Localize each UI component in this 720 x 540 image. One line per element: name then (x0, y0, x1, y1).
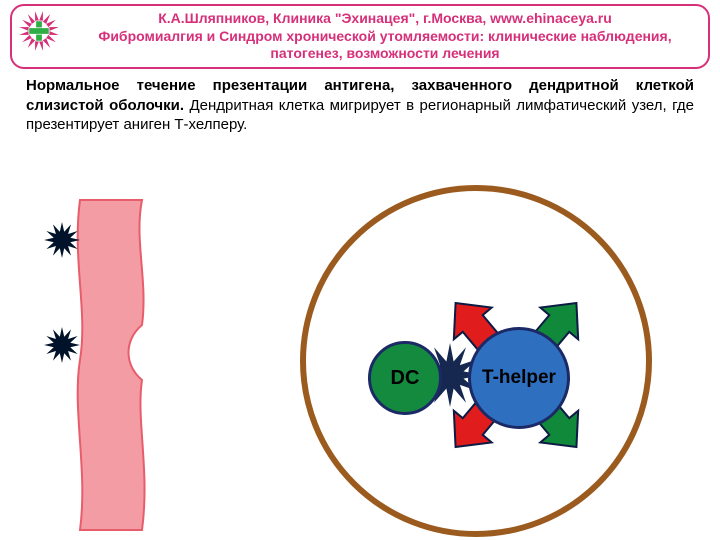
diagram-area: DC T-helper (0, 170, 720, 540)
t-helper-cell: T-helper (468, 327, 570, 429)
header-box: К.А.Шляпников, Клиника "Эхинацея", г.Мос… (10, 4, 710, 69)
logo-echinacea (16, 8, 62, 54)
dc-label: DC (391, 367, 420, 390)
dc-antigen-burst (0, 170, 720, 540)
dendritic-cell: DC (368, 341, 442, 415)
body-paragraph: Нормальное течение презентации антигена,… (26, 76, 694, 135)
thelper-label: T-helper (482, 367, 556, 389)
header-author-line: К.А.Шляпников, Клиника "Эхинацея", г.Мос… (72, 10, 698, 28)
header-title-line: Фибромиалгия и Синдром хронической утомл… (72, 28, 698, 63)
